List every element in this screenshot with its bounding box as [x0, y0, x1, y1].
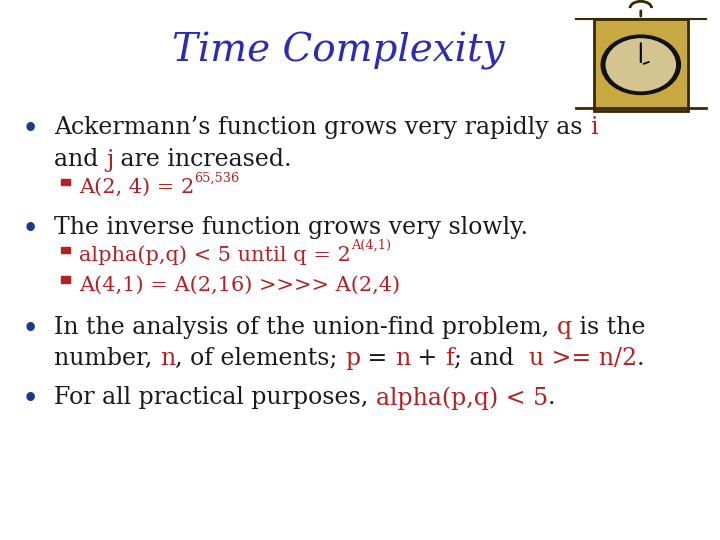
Text: A(4,1) = A(2,16) >>>> A(2,4): A(4,1) = A(2,16) >>>> A(2,4): [79, 275, 400, 294]
Text: •: •: [22, 116, 39, 144]
Text: u >= n/2: u >= n/2: [528, 347, 636, 370]
Text: Ackermann’s function grows very rapidly as: Ackermann’s function grows very rapidly …: [54, 116, 590, 139]
Text: are increased.: are increased.: [113, 148, 292, 172]
Text: and: and: [54, 148, 106, 172]
Text: number,: number,: [54, 347, 160, 370]
Text: For all practical purposes,: For all practical purposes,: [54, 386, 376, 409]
Bar: [61, 247, 70, 253]
Text: A(2, 4) = 2: A(2, 4) = 2: [79, 178, 194, 197]
Text: f: f: [445, 347, 454, 370]
Text: alpha(p,q) < 5: alpha(p,q) < 5: [376, 386, 548, 410]
Text: i: i: [590, 116, 598, 139]
Circle shape: [601, 35, 680, 94]
Text: Time Complexity: Time Complexity: [172, 32, 505, 70]
Text: ; and: ; and: [454, 347, 528, 370]
Text: j: j: [106, 148, 113, 172]
Text: n: n: [395, 347, 410, 370]
Bar: [61, 276, 70, 283]
Text: q: q: [557, 316, 572, 339]
Text: 65,536: 65,536: [194, 172, 240, 185]
Bar: [61, 179, 70, 185]
Circle shape: [606, 39, 675, 91]
Text: The inverse function grows very slowly.: The inverse function grows very slowly.: [54, 216, 528, 239]
Text: In the analysis of the union-find problem,: In the analysis of the union-find proble…: [54, 316, 557, 339]
Text: p: p: [345, 347, 360, 370]
Text: , of elements;: , of elements;: [175, 347, 345, 370]
Text: A(4,1): A(4,1): [351, 239, 391, 252]
Text: =: =: [360, 347, 395, 370]
Text: .: .: [636, 347, 644, 370]
Text: +: +: [410, 347, 445, 370]
Text: •: •: [22, 386, 39, 414]
Text: n: n: [160, 347, 175, 370]
FancyBboxPatch shape: [594, 19, 688, 111]
Text: alpha(p,q) < 5 until q = 2: alpha(p,q) < 5 until q = 2: [79, 246, 351, 265]
Text: •: •: [22, 316, 39, 344]
Text: •: •: [22, 216, 39, 244]
Text: is the: is the: [572, 316, 645, 339]
Text: .: .: [548, 386, 556, 409]
